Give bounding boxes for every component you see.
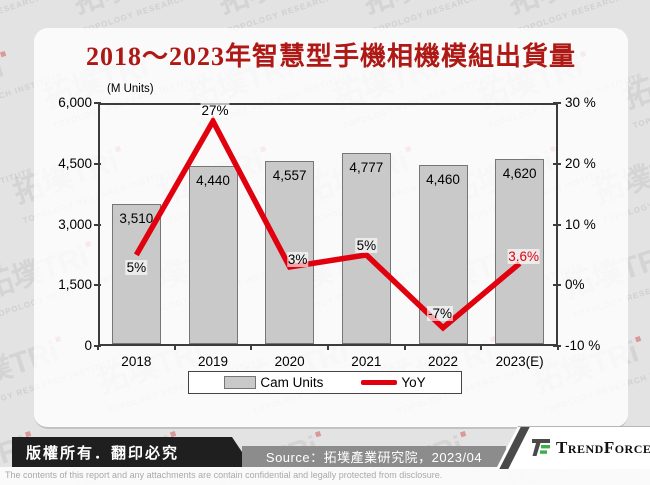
right-axis-tick bbox=[553, 102, 561, 104]
legend-label: YoY bbox=[401, 375, 426, 390]
bar-value-label: 4,557 bbox=[272, 168, 307, 184]
left-axis-tick bbox=[94, 284, 101, 287]
right-axis-tick bbox=[553, 284, 561, 287]
x-axis-tick bbox=[480, 346, 483, 350]
bar-2019 bbox=[188, 166, 238, 344]
chart-title: 2018～2023年智慧型手機相機模組出貨量 bbox=[85, 42, 576, 71]
x-axis-label-2020: 2020 bbox=[274, 354, 305, 369]
x-axis-tick bbox=[403, 346, 406, 350]
right-axis-tick-label: 0% bbox=[565, 277, 585, 293]
left-axis-tick bbox=[94, 162, 101, 165]
x-axis-tick bbox=[327, 346, 329, 350]
x-axis-label-2023(E): 2023(E) bbox=[495, 354, 544, 369]
legend-item-yoy: YoY bbox=[361, 375, 426, 390]
x-axis-tick bbox=[97, 346, 99, 350]
left-axis-tick-label: 0 bbox=[84, 338, 92, 353]
x-axis-tick bbox=[250, 346, 253, 350]
x-axis-label-2019: 2019 bbox=[197, 354, 229, 369]
chart-legend: Cam Units YoY bbox=[188, 371, 462, 394]
yoy-label-2018: 5% bbox=[125, 259, 148, 275]
legend-label: Cam Units bbox=[260, 375, 324, 390]
yoy-label-2023(E): 3.6% bbox=[507, 249, 541, 265]
right-axis-tick bbox=[553, 223, 561, 226]
yoy-label-2022: -7% bbox=[426, 305, 454, 321]
legend-item-cam-units: Cam Units bbox=[224, 375, 323, 390]
x-axis-tick bbox=[557, 346, 559, 350]
x-axis-label-2022: 2022 bbox=[427, 354, 459, 369]
bar-value-label: 4,440 bbox=[196, 173, 230, 189]
bar-value-label: 4,460 bbox=[426, 172, 460, 188]
yoy-label-2019: 27% bbox=[200, 103, 230, 119]
bar-value-label: 3,510 bbox=[119, 210, 154, 226]
yoy-line bbox=[133, 115, 522, 332]
left-axis-tick bbox=[94, 223, 101, 226]
x-axis-label-2021: 2021 bbox=[351, 354, 382, 369]
bar-swatch-icon bbox=[224, 376, 257, 389]
yoy-label-2021: 5% bbox=[355, 237, 378, 253]
right-axis-tick-label: 30 % bbox=[565, 95, 596, 110]
x-axis-label-2018: 2018 bbox=[121, 354, 152, 369]
left-axis-unit-label: (M Units) bbox=[107, 83, 154, 95]
left-axis-tick-label: 1,500 bbox=[58, 277, 92, 293]
bar-value-label: 4,777 bbox=[349, 159, 384, 175]
line-swatch-icon bbox=[361, 380, 398, 385]
yoy-polyline bbox=[133, 115, 522, 332]
right-axis-tick-label: 20 % bbox=[565, 155, 596, 171]
left-axis-tick bbox=[94, 102, 101, 104]
left-axis-tick-label: 3,000 bbox=[58, 216, 92, 232]
x-axis-tick bbox=[173, 346, 176, 350]
right-axis-tick-label: -10 % bbox=[565, 338, 601, 353]
bar-value-label: 4,620 bbox=[502, 165, 537, 181]
right-axis-tick bbox=[553, 162, 561, 165]
yoy-label-2020: 3% bbox=[286, 252, 309, 268]
right-axis-tick-label: 10 % bbox=[565, 216, 596, 232]
left-axis-tick-label: 4,500 bbox=[58, 155, 92, 171]
left-axis-tick-label: 6,000 bbox=[58, 95, 92, 110]
